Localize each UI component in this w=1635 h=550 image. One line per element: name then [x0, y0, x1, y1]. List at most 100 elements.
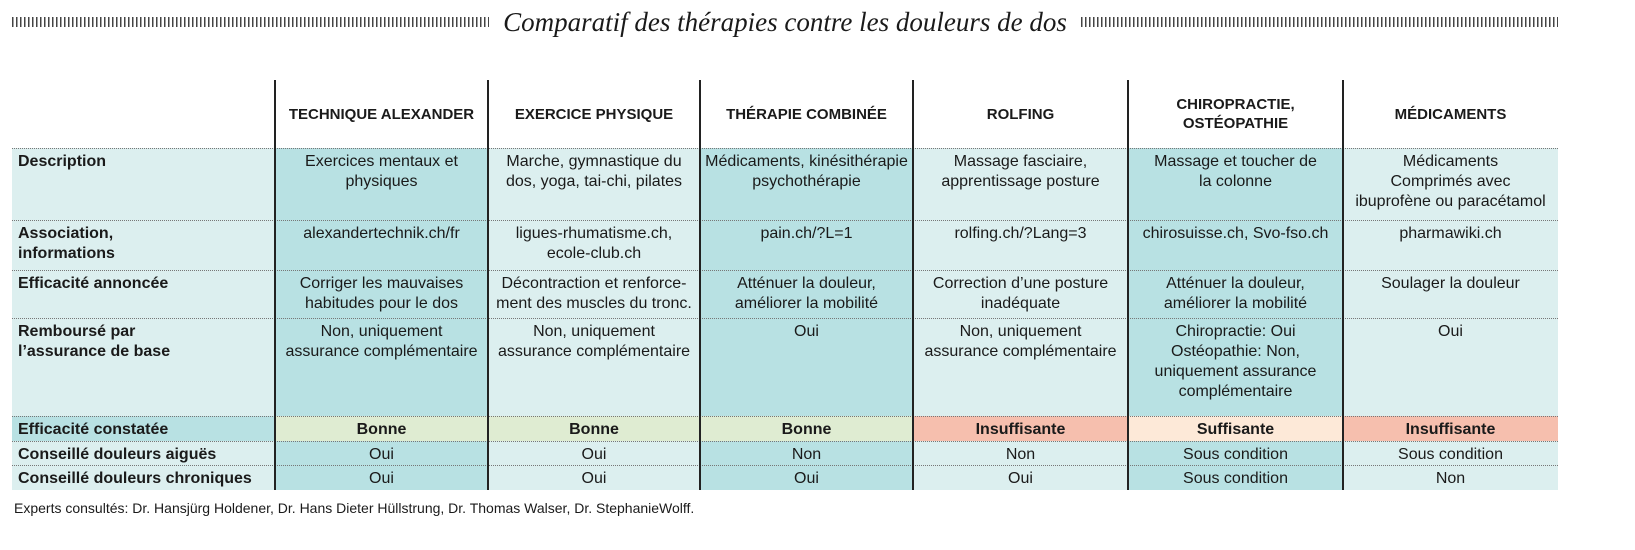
table-cell: Oui — [488, 441, 700, 465]
header-text: THÉRAPIE COMBINÉE — [726, 105, 887, 123]
cell-text: améliorer la mobilité — [734, 295, 879, 312]
header-text: EXERCICE PHYSIQUE — [514, 105, 674, 123]
cell-text: Médicaments — [1402, 153, 1499, 170]
cell-text: Ostéopathie: Non, — [1171, 343, 1300, 360]
cell-text: pharmawiki.ch — [1399, 225, 1502, 242]
header-text: OSTÉOPATHIE — [1182, 115, 1289, 132]
cell-text: Atténuer la douleur, — [1166, 275, 1305, 292]
cell-text: Oui — [581, 446, 607, 463]
cell-text: alexandertechnik.ch/fr — [303, 225, 460, 242]
cell-text: Sous condition — [1183, 470, 1288, 487]
cell-text: apprentissage posture — [941, 173, 1100, 190]
table-cell: alexandertechnik.ch/fr — [275, 220, 488, 270]
row-label-text: Description — [18, 153, 107, 170]
table-cell: Massage fasciaire, apprentissage posture — [913, 148, 1128, 220]
cell-text: Oui — [1438, 323, 1463, 340]
column-divider — [487, 80, 489, 490]
row-label: Remboursé par l’assurance de base — [12, 318, 275, 416]
header-text: MÉDICAMENTS — [1394, 105, 1507, 123]
cell-text: Chiropractie: Oui — [1175, 323, 1296, 340]
cell-text: Décontraction et renforce- — [501, 275, 687, 292]
title-bar: Comparatif des thérapies contre les doul… — [12, 4, 1558, 40]
cell-text: chirosuisse.ch, Svo-fso.ch — [1142, 225, 1329, 242]
cell-text: Médicaments, kinésithérapie — [705, 153, 908, 170]
cell-text: Exercices mentaux et — [305, 153, 458, 170]
table-cell: Chiropractie: Oui Ostéopathie: Non, unique… — [1128, 318, 1343, 416]
column-header: THÉRAPIE COMBINÉE — [700, 80, 913, 148]
table-cell: Oui — [700, 465, 913, 490]
column-divider — [912, 80, 914, 490]
table-cell: Oui — [488, 465, 700, 490]
row-label: Efficacité constatée — [12, 416, 275, 441]
cell-text: inadéquate — [980, 295, 1061, 312]
row-label: Conseillé douleurs chroniques — [12, 465, 275, 490]
cell-text: Oui — [369, 470, 394, 487]
table-cell: Soulager la douleur — [1343, 270, 1558, 318]
table-cell: Insuffisante — [913, 416, 1128, 441]
column-divider — [1342, 80, 1344, 490]
cell-text: améliorer la mobilité — [1163, 295, 1308, 312]
cell-text: assurance complémentaire — [497, 343, 691, 360]
cell-text: Atténuer la douleur, — [737, 275, 876, 292]
cell-text: Correction d’une posture — [932, 275, 1109, 292]
cell-text: Non, uniquement — [320, 323, 443, 340]
header-text: TECHNIQUE ALEXANDER — [288, 105, 475, 123]
cell-text: Massage et toucher de — [1154, 153, 1317, 170]
table-cell: Médicaments Comprimés avec ibuprofène ou p… — [1343, 148, 1558, 220]
table-cell: Exercices mentaux et physiques — [275, 148, 488, 220]
table-cell: Correction d’une posture inadéquate — [913, 270, 1128, 318]
header-text: CHIROPRACTIE, — [1176, 96, 1295, 113]
column-divider — [274, 80, 276, 490]
row-label: Conseillé douleurs aiguës — [12, 441, 275, 465]
table-cell: Non — [1343, 465, 1558, 490]
table-cell: Suffisante — [1128, 416, 1343, 441]
cell-text: Non — [791, 446, 822, 463]
table-cell: Oui — [275, 465, 488, 490]
column-divider — [1127, 80, 1129, 490]
row-label: Efficacité annoncée — [12, 270, 275, 318]
header-text: ROLFING — [986, 105, 1055, 123]
cell-text: Non — [1435, 470, 1466, 487]
row-label-text: Efficacité constatée — [18, 421, 169, 438]
title-rule — [12, 17, 490, 27]
row-label-text: Conseillé douleurs chroniques — [18, 470, 252, 487]
cell-text: ecole-club.ch — [546, 245, 642, 262]
title: Comparatif des thérapies contre les doul… — [503, 6, 1067, 37]
cell-text: ligues-rhumatisme.ch, — [515, 225, 673, 242]
row-label-text: l’assurance de base — [18, 343, 171, 360]
table-cell: Atténuer la douleur, améliorer la mobilit… — [700, 270, 913, 318]
cell-text: Bonne — [569, 421, 619, 438]
cell-text: Corriger les mauvaises — [299, 275, 464, 292]
table-cell: Massage et toucher de la colonne — [1128, 148, 1343, 220]
cell-text: Sous condition — [1183, 446, 1288, 463]
table-cell: Bonne — [488, 416, 700, 441]
table-cell: Décontraction et renforce-ment des muscl… — [488, 270, 700, 318]
table-cell: Bonne — [275, 416, 488, 441]
cell-text: physiques — [345, 173, 418, 190]
footnote: Experts consultés: Dr. Hansjürg Holdener… — [14, 500, 695, 516]
cell-text: ment des muscles du tronc. — [496, 295, 692, 312]
table-cell: pharmawiki.ch — [1343, 220, 1558, 270]
table-cell: pain.ch/?L=1 — [700, 220, 913, 270]
table-cell: Oui — [1343, 318, 1558, 416]
cell-text: Comprimés avec — [1390, 173, 1511, 190]
cell-text: Oui — [369, 446, 394, 463]
row-label-text: Association, — [18, 225, 114, 242]
table-cell: Non — [700, 441, 913, 465]
table-cell: ligues-rhumatisme.ch, ecole-club.ch — [488, 220, 700, 270]
row-label-text: Efficacité annoncée — [18, 275, 169, 292]
cell-text: uniquement assurance — [1154, 363, 1317, 380]
row-label-text: Conseillé douleurs aiguës — [18, 446, 217, 463]
cell-text: Oui — [1008, 470, 1033, 487]
cell-text: pain.ch/?L=1 — [760, 225, 853, 242]
table-cell: Oui — [275, 441, 488, 465]
column-header: MÉDICAMENTS — [1343, 80, 1558, 148]
cell-text: Insuffisante — [975, 421, 1066, 438]
table-cell: Non, uniquement assurance complémentaire — [488, 318, 700, 416]
table-cell: Non, uniquement assurance complémentaire — [913, 318, 1128, 416]
cell-text: Insuffisante — [1405, 421, 1496, 438]
row-label-text: Remboursé par — [18, 323, 136, 340]
cell-text: la colonne — [1199, 173, 1272, 190]
cell-text: dos, yoga, tai-chi, pilates — [505, 173, 683, 190]
cell-text: Bonne — [356, 421, 407, 438]
